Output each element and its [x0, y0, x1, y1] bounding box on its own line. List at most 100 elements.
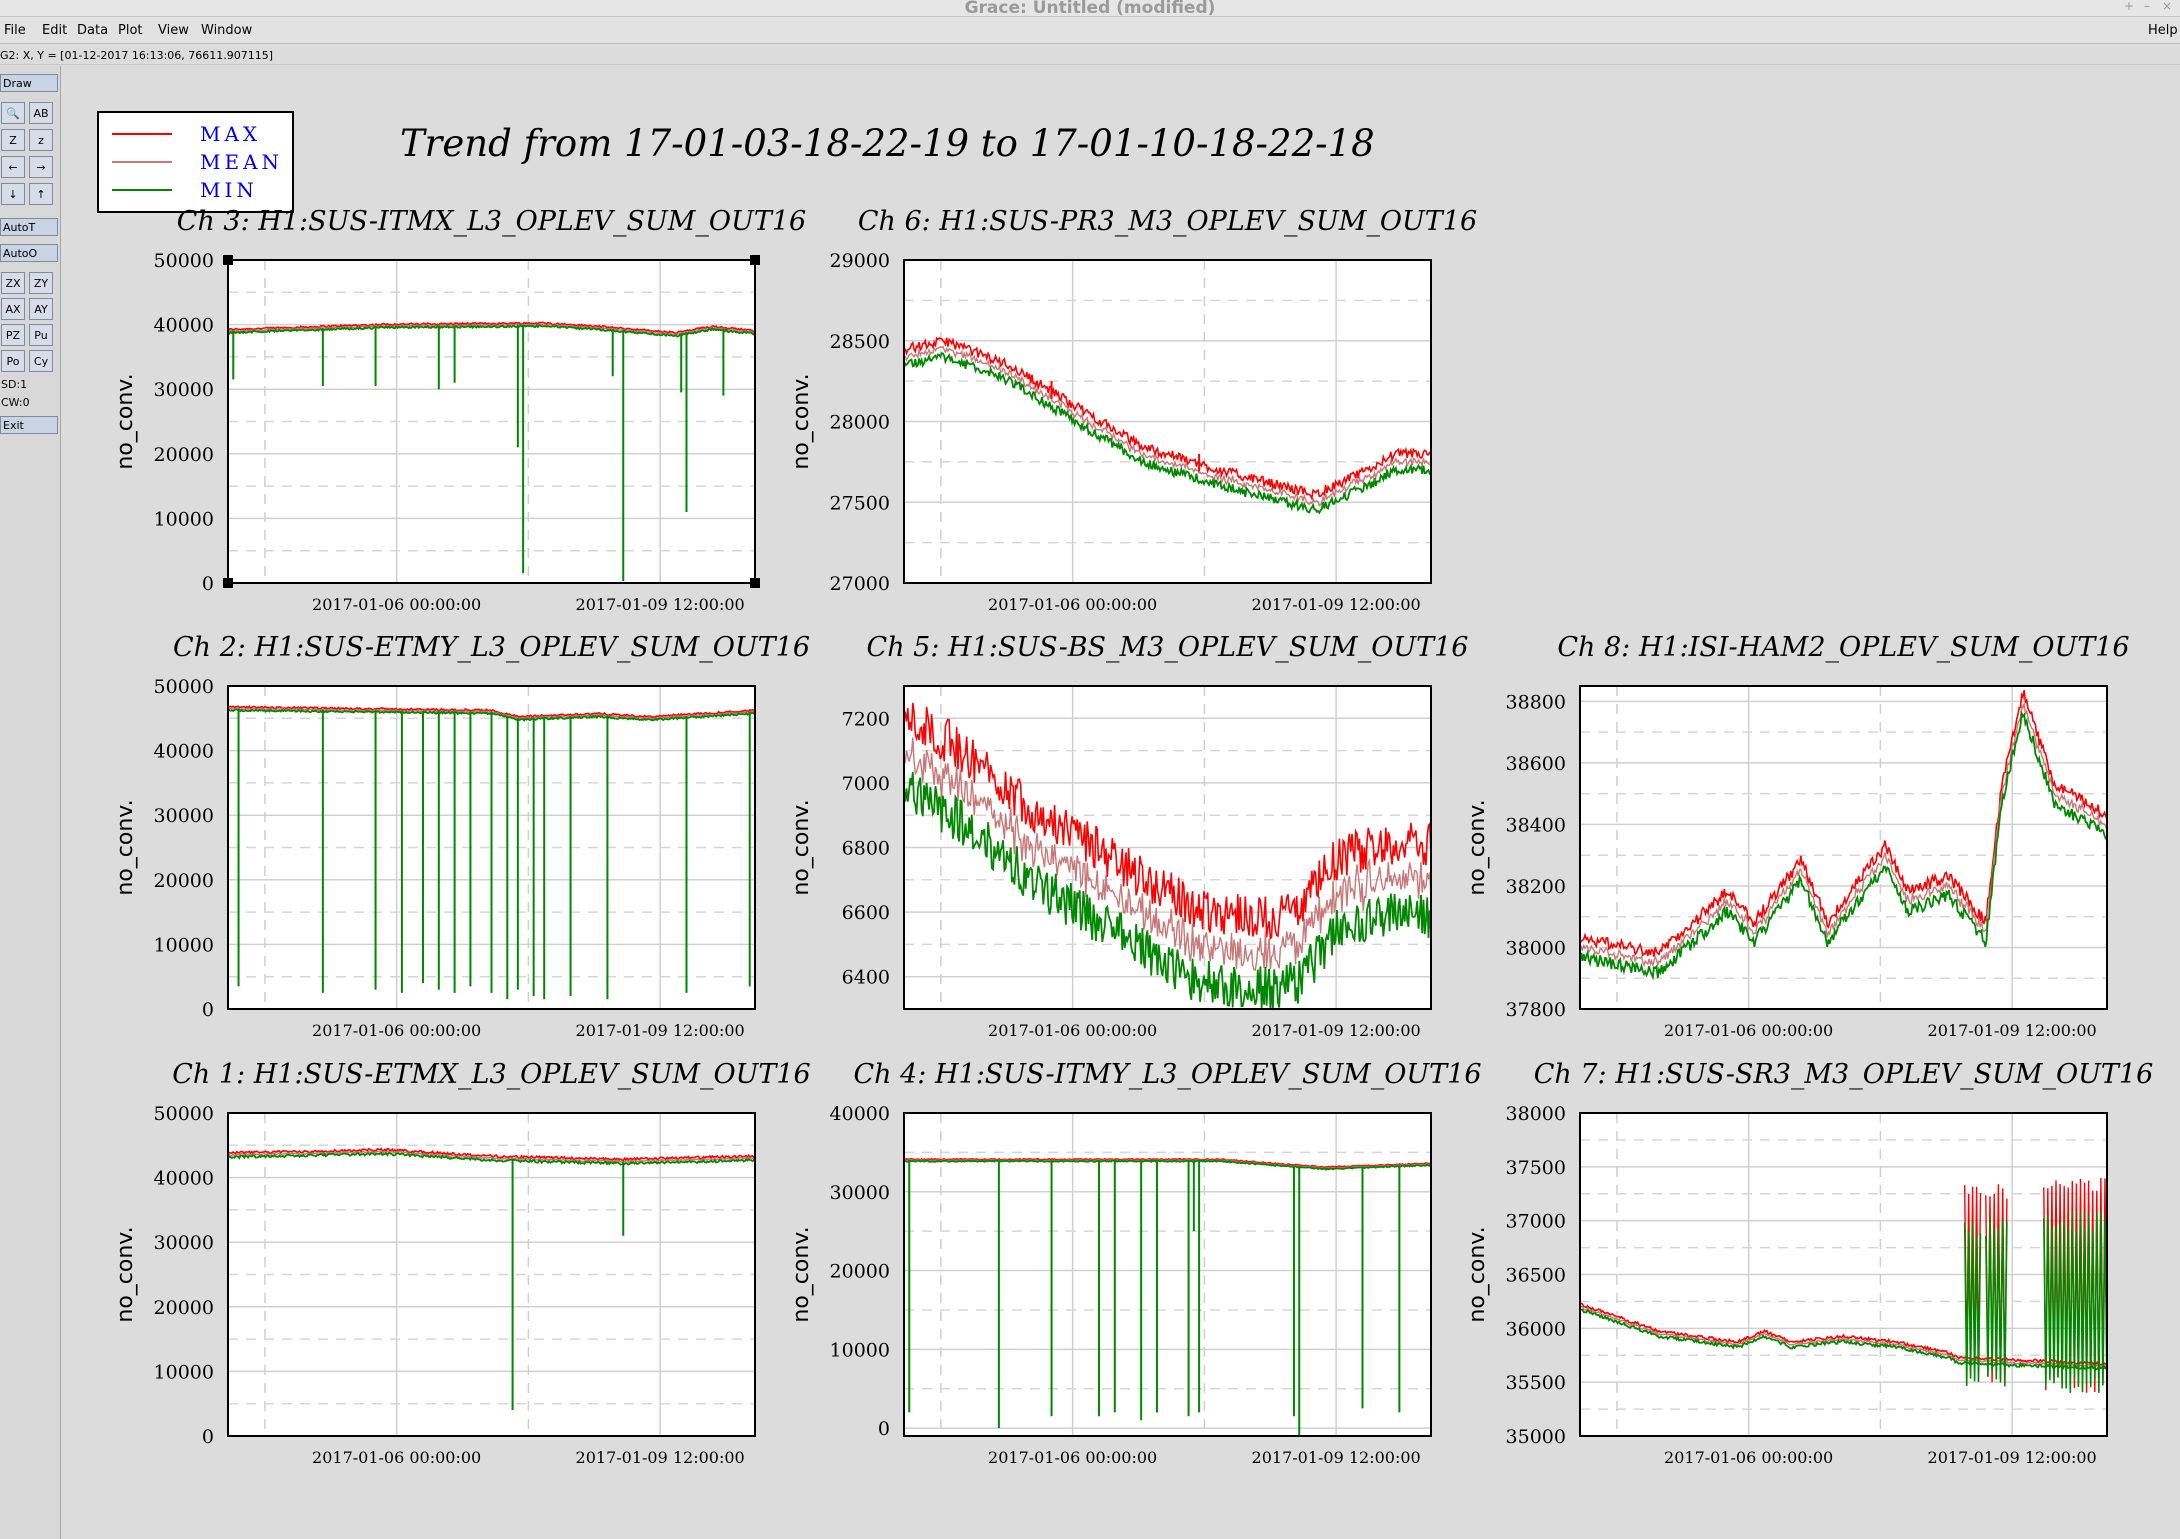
- chart-panel-5[interactable]: 37800 38000 38200 38400 38600 38800 2017-01-06…: [1465, 632, 2130, 1040]
- ay-button[interactable]: AY: [29, 298, 53, 320]
- y-tick-label: 37800: [1506, 999, 1566, 1021]
- legend[interactable]: MAX MEAN MIN: [97, 111, 294, 213]
- menu-bar: File Edit Data Plot View Window Help: [0, 17, 2180, 44]
- series-min-line: [1579, 1307, 2108, 1371]
- y-tick-label: 38800: [1506, 691, 1566, 713]
- x-tick-label: 2017-01-06 00:00:00: [988, 595, 1157, 614]
- zy-button[interactable]: ZY: [29, 272, 53, 294]
- y-tick-label: 38400: [1506, 814, 1566, 836]
- series-max-line: [903, 336, 1432, 501]
- menu-view[interactable]: View: [158, 23, 189, 38]
- plot-frame: [227, 685, 756, 1010]
- arrow-up-icon[interactable]: ↑: [29, 183, 53, 205]
- chart-panel-8[interactable]: 35000 35500 36000 36500 37000 37500 38000 2017-…: [1465, 1059, 2153, 1467]
- y-tick-label: 6400: [842, 967, 890, 989]
- panel-title: Ch 4: H1:SUS-ITMY_L3_OPLEV_SUM_OUT16: [853, 1059, 1481, 1090]
- autoo-button[interactable]: AutoO: [0, 244, 58, 262]
- y-tick-label: 28500: [830, 331, 890, 353]
- x-tick-label: 2017-01-09 12:00:00: [1252, 1021, 1421, 1040]
- legend-max-label: MAX: [200, 122, 261, 146]
- chart-panel-1[interactable]: 0 10000 20000 30000 40000 50000 2017-01-06 00:…: [113, 206, 806, 614]
- menu-edit[interactable]: Edit: [42, 23, 68, 38]
- y-tick-label: 38000: [1506, 1103, 1566, 1125]
- panel-title: Ch 8: H1:ISI-HAM2_OPLEV_SUM_OUT16: [1557, 632, 2129, 663]
- y-axis-label: no_conv.: [113, 1226, 138, 1322]
- plot-frame: [227, 1112, 756, 1437]
- x-tick-label: 2017-01-09 12:00:00: [576, 595, 745, 614]
- zoom-in-icon[interactable]: Z: [1, 129, 25, 151]
- coordinate-text: G2: X, Y = [01-12-2017 16:13:06, 76611.9…: [0, 49, 274, 62]
- chart-panel-4[interactable]: 6400 6600 6800 7000 7200 2017-01-06 00:00:00 2…: [789, 632, 1468, 1040]
- left-toolbar: Draw 🔍 AB Z z ← → ↓ ↑ AutoT AutoO ZX ZY …: [0, 66, 61, 1539]
- zoom-out-icon[interactable]: z: [29, 129, 53, 151]
- menu-data[interactable]: Data: [77, 23, 109, 38]
- legend-min-label: MIN: [200, 178, 258, 202]
- menu-file[interactable]: File: [4, 23, 26, 38]
- x-tick-label: 2017-01-06 00:00:00: [988, 1021, 1157, 1040]
- plot-frame: [903, 259, 1432, 584]
- panel-title: Ch 5: H1:SUS-BS_M3_OPLEV_SUM_OUT16: [867, 632, 1469, 663]
- series-min-oscillation: [2043, 1210, 2108, 1393]
- menu-window[interactable]: Window: [201, 23, 253, 38]
- series-max-line: [227, 705, 756, 719]
- y-axis-label: no_conv.: [1465, 1226, 1490, 1322]
- ax-button[interactable]: AX: [1, 298, 25, 320]
- zoom-icon[interactable]: 🔍: [1, 102, 25, 124]
- zx-button[interactable]: ZX: [1, 272, 25, 294]
- minimize-button[interactable]: –: [2144, 0, 2150, 13]
- close-button[interactable]: ×: [2162, 0, 2173, 13]
- x-tick-label: 2017-01-06 00:00:00: [1664, 1021, 1833, 1040]
- chart-panel-6[interactable]: 0 10000 20000 30000 40000 50000 2017-01-06 00:…: [113, 1059, 811, 1467]
- arrow-down-icon[interactable]: ↓: [1, 183, 25, 205]
- y-tick-label: 36000: [1506, 1318, 1566, 1340]
- menu-plot[interactable]: Plot: [118, 23, 143, 38]
- draw-button[interactable]: Draw: [0, 74, 58, 92]
- selection-handle[interactable]: [750, 255, 760, 265]
- plot-frame: [227, 259, 756, 584]
- series-min-line: [1579, 709, 2108, 981]
- y-tick-label: 30000: [154, 805, 214, 827]
- y-tick-label: 38600: [1506, 753, 1566, 775]
- chart-panel-7[interactable]: 0 10000 20000 30000 40000 2017-01-06 00:00:00…: [789, 1059, 1482, 1467]
- y-tick-label: 7000: [842, 773, 890, 795]
- x-tick-label: 2017-01-06 00:00:00: [1664, 1448, 1833, 1467]
- series-min-line: [227, 323, 756, 338]
- pz-button[interactable]: PZ: [1, 324, 25, 346]
- pu-button[interactable]: Pu: [29, 324, 53, 346]
- plot-frame: [1579, 685, 2108, 1010]
- autot-button[interactable]: AutoT: [0, 218, 58, 236]
- series-min-line: [227, 1151, 756, 1166]
- y-tick-label: 35500: [1506, 1372, 1566, 1394]
- series-mean-line: [903, 345, 1432, 507]
- autoscale-ab-icon[interactable]: AB: [29, 102, 53, 124]
- arrow-left-icon[interactable]: ←: [1, 156, 25, 178]
- legend-mean-label: MEAN: [200, 150, 283, 174]
- x-tick-label: 2017-01-09 12:00:00: [576, 1448, 745, 1467]
- y-tick-label: 50000: [154, 250, 214, 272]
- y-tick-label: 20000: [154, 870, 214, 892]
- y-tick-label: 40000: [154, 1168, 214, 1190]
- series-max-line: [1579, 1301, 2108, 1366]
- selection-handle[interactable]: [750, 578, 760, 588]
- series-min-line: [903, 352, 1432, 515]
- selection-handle[interactable]: [223, 578, 233, 588]
- y-tick-label: 20000: [154, 1297, 214, 1319]
- cy-button[interactable]: Cy: [29, 350, 53, 372]
- po-button[interactable]: Po: [1, 350, 25, 372]
- chart-panel-3[interactable]: 0 10000 20000 30000 40000 50000 2017-01-06 00:…: [113, 632, 810, 1040]
- y-tick-label: 37500: [1506, 1157, 1566, 1179]
- series-min-oscillation: [1963, 1221, 1982, 1386]
- y-tick-label: 0: [878, 1418, 890, 1440]
- arrow-right-icon[interactable]: →: [29, 156, 53, 178]
- x-tick-label: 2017-01-06 00:00:00: [312, 1021, 481, 1040]
- figure-title: Trend from 17-01-03-18-22-19 to 17-01-10…: [400, 122, 1375, 165]
- exit-button[interactable]: Exit: [0, 416, 58, 434]
- chart-panel-2[interactable]: 27000 27500 28000 28500 29000 2017-01-06 00:0…: [789, 206, 1477, 614]
- x-tick-label: 2017-01-09 12:00:00: [1252, 1448, 1421, 1467]
- panel-title: Ch 1: H1:SUS-ETMX_L3_OPLEV_SUM_OUT16: [172, 1059, 810, 1090]
- y-tick-label: 29000: [830, 250, 890, 272]
- selection-handle[interactable]: [223, 255, 233, 265]
- menu-help[interactable]: Help: [2148, 23, 2178, 38]
- maximize-button[interactable]: +: [2124, 0, 2135, 13]
